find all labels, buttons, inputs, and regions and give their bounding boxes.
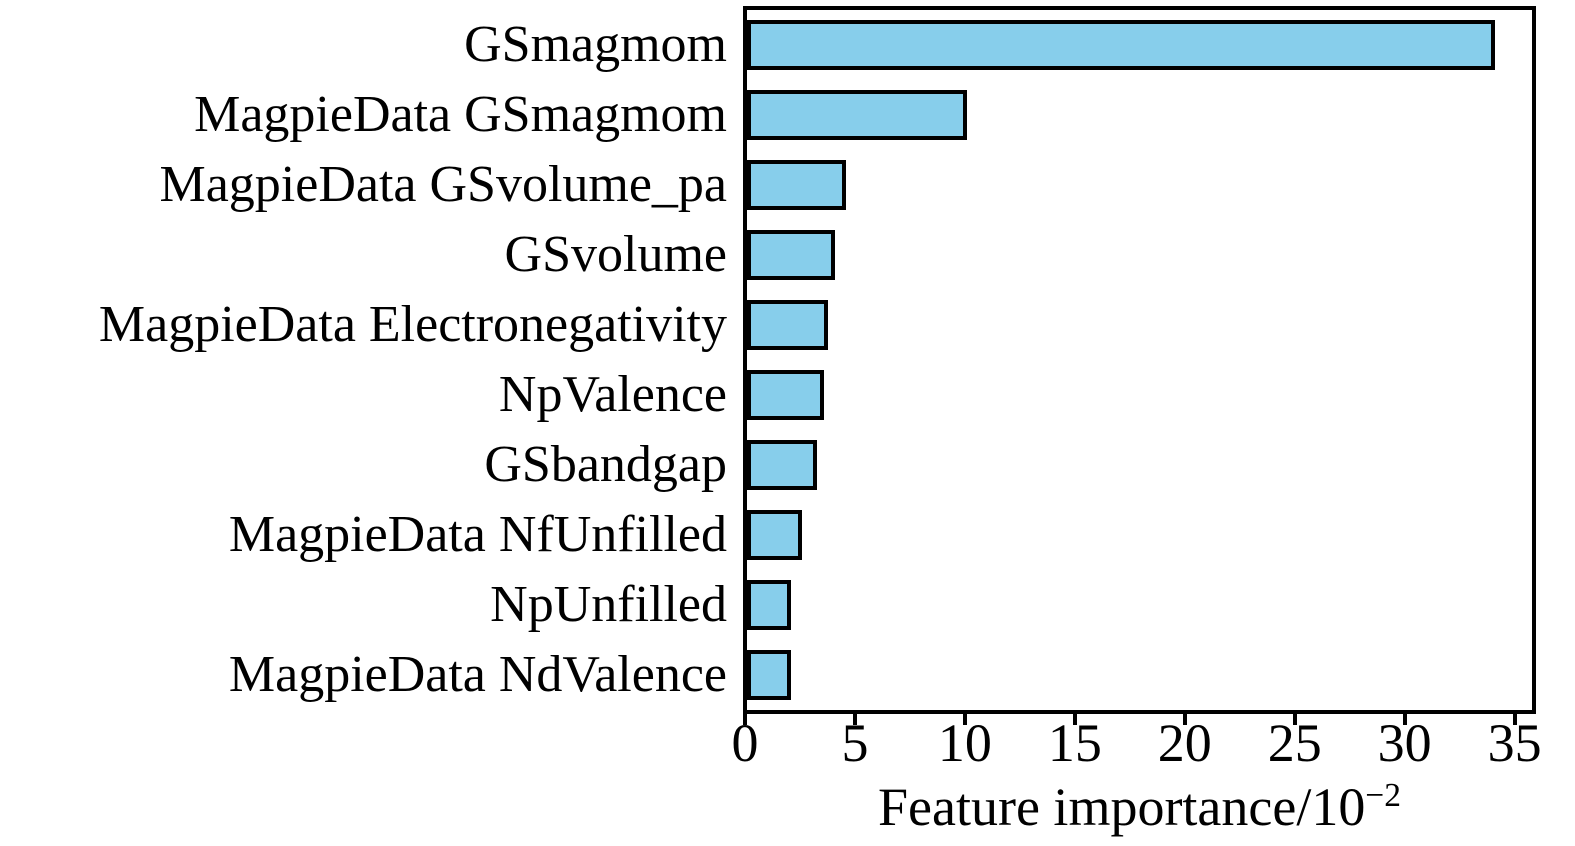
- bar-npvalence: [747, 370, 824, 420]
- x-tick-label: 25: [1267, 713, 1322, 773]
- y-axis-label: GSmagmom: [464, 16, 727, 73]
- x-tick-mark: [1402, 712, 1407, 725]
- x-tick-mark: [1512, 712, 1517, 725]
- y-axis-label: NpValence: [498, 366, 727, 423]
- x-tick-mark: [1292, 712, 1297, 725]
- bar-magpiedata-electronegativity: [747, 300, 828, 350]
- y-axis-label: NpUnfilled: [490, 576, 727, 633]
- y-axis-label: GSbandgap: [484, 436, 727, 493]
- x-tick-label: 5: [841, 713, 869, 773]
- x-tick-label: 0: [731, 713, 759, 773]
- x-tick-label: 10: [937, 713, 992, 773]
- x-tick-label: 35: [1487, 713, 1542, 773]
- x-tick-mark: [962, 712, 967, 725]
- bar-magpiedata-gsvolume-pa: [747, 160, 846, 210]
- x-tick-mark: [1072, 712, 1077, 725]
- y-axis-label: MagpieData GSvolume_pa: [159, 156, 727, 213]
- x-axis-title-superscript: −2: [1365, 777, 1401, 814]
- x-tick-label: 15: [1047, 713, 1102, 773]
- x-axis-title-text: Feature importance/10: [878, 777, 1366, 837]
- bar-magpiedata-ndvalence: [747, 650, 791, 700]
- plot-area: [743, 6, 1536, 714]
- x-tick-label: 20: [1157, 713, 1212, 773]
- bar-magpiedata-gsmagmom: [747, 90, 967, 140]
- x-tick-mark: [1182, 712, 1187, 725]
- y-axis-label: MagpieData Electronegativity: [98, 296, 727, 353]
- y-axis-label: MagpieData NfUnfilled: [228, 506, 727, 563]
- bar-magpiedata-nfunfilled: [747, 510, 802, 560]
- x-axis-title: Feature importance/10−2: [743, 776, 1536, 838]
- x-tick-label: 30: [1377, 713, 1432, 773]
- bar-gsmagmom: [747, 20, 1495, 70]
- y-axis-label: MagpieData GSmagmom: [194, 86, 727, 143]
- bar-npunfilled: [747, 580, 791, 630]
- x-tick-mark: [852, 712, 857, 725]
- y-axis-label: MagpieData NdValence: [228, 646, 727, 703]
- y-axis-label: GSvolume: [504, 226, 727, 283]
- bar-gsvolume: [747, 230, 835, 280]
- x-tick-mark: [743, 712, 747, 725]
- bar-gsbandgap: [747, 440, 817, 490]
